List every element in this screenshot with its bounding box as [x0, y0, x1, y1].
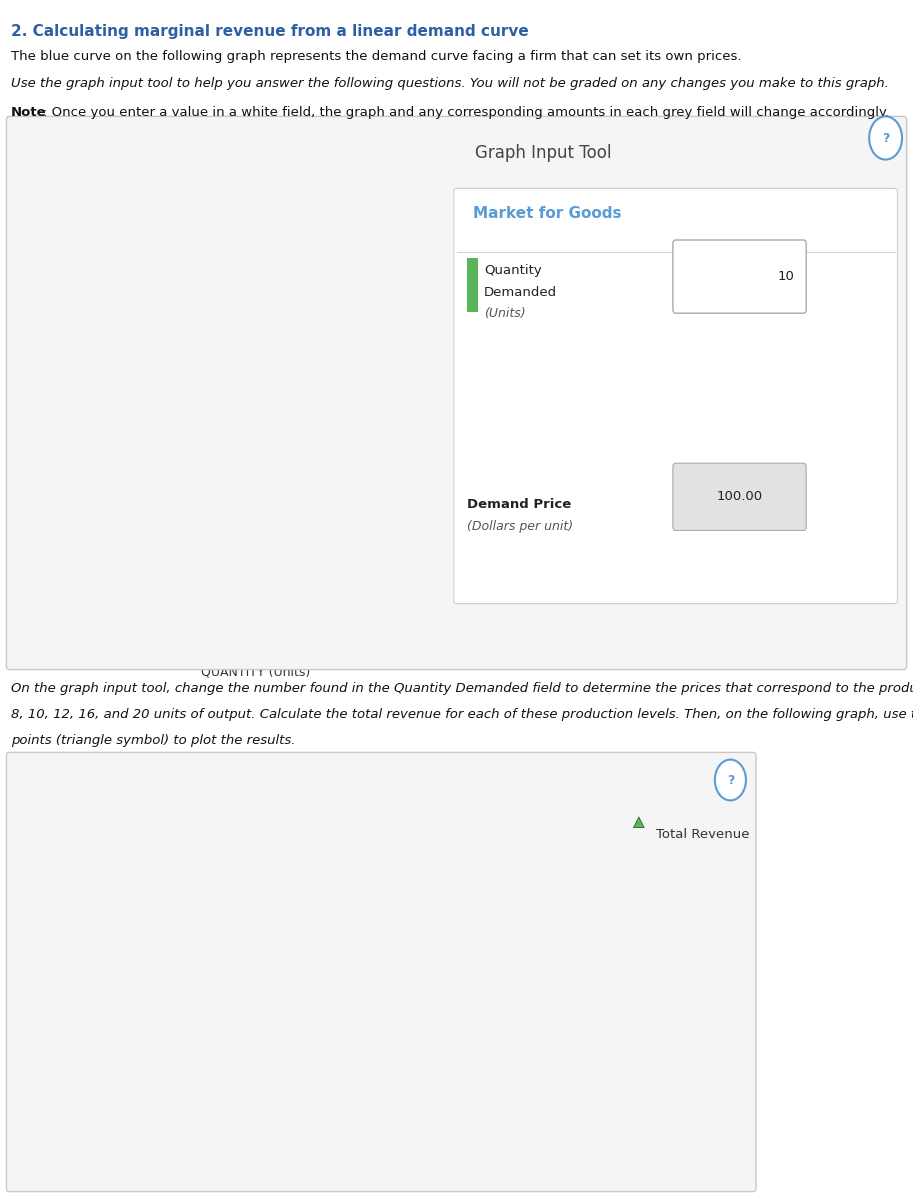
- Text: ?: ?: [727, 774, 734, 786]
- Text: 2. Calculating marginal revenue from a linear demand curve: 2. Calculating marginal revenue from a l…: [11, 24, 529, 38]
- Text: Graph Input Tool: Graph Input Tool: [475, 144, 612, 162]
- Text: (Dollars per unit): (Dollars per unit): [467, 520, 573, 533]
- Text: ▲: ▲: [634, 815, 645, 829]
- Text: Demand: Demand: [299, 536, 352, 550]
- Text: Quantity: Quantity: [484, 264, 541, 277]
- Text: 100.00: 100.00: [717, 491, 762, 503]
- X-axis label: QUANTITY (Number of units): QUANTITY (Number of units): [267, 1177, 446, 1190]
- Y-axis label: PRICE (Dollars per unit): PRICE (Dollars per unit): [35, 341, 47, 487]
- Text: Market for Goods: Market for Goods: [473, 206, 622, 221]
- Text: 10: 10: [778, 270, 794, 283]
- Text: ?: ?: [882, 132, 889, 144]
- Text: Total Revenue: Total Revenue: [656, 828, 749, 841]
- Text: The blue curve on the following graph represents the demand curve facing a firm : The blue curve on the following graph re…: [11, 50, 741, 64]
- Text: Use the graph input tool to help you answer the following questions. You will no: Use the graph input tool to help you ans…: [11, 77, 889, 90]
- Text: △: △: [634, 815, 645, 829]
- Text: (Units): (Units): [484, 307, 526, 320]
- Text: 8, 10, 12, 16, and 20 units of output. Calculate the total revenue for each of t: 8, 10, 12, 16, and 20 units of output. C…: [11, 708, 913, 721]
- Text: points (triangle symbol) to plot the results.: points (triangle symbol) to plot the res…: [11, 734, 296, 748]
- Text: Note: Note: [11, 106, 47, 119]
- Text: : Once you enter a value in a white field, the graph and any corresponding amoun: : Once you enter a value in a white fiel…: [43, 106, 889, 119]
- Y-axis label: TOTAL REVENUE (Dollars): TOTAL REVENUE (Dollars): [42, 898, 55, 1057]
- Text: Demand Price: Demand Price: [467, 498, 572, 511]
- Text: Demanded: Demanded: [484, 286, 557, 299]
- Text: On the graph input tool, change the number found in the Quantity Demanded field : On the graph input tool, change the numb…: [11, 682, 913, 695]
- X-axis label: QUANTITY (Units): QUANTITY (Units): [201, 665, 310, 678]
